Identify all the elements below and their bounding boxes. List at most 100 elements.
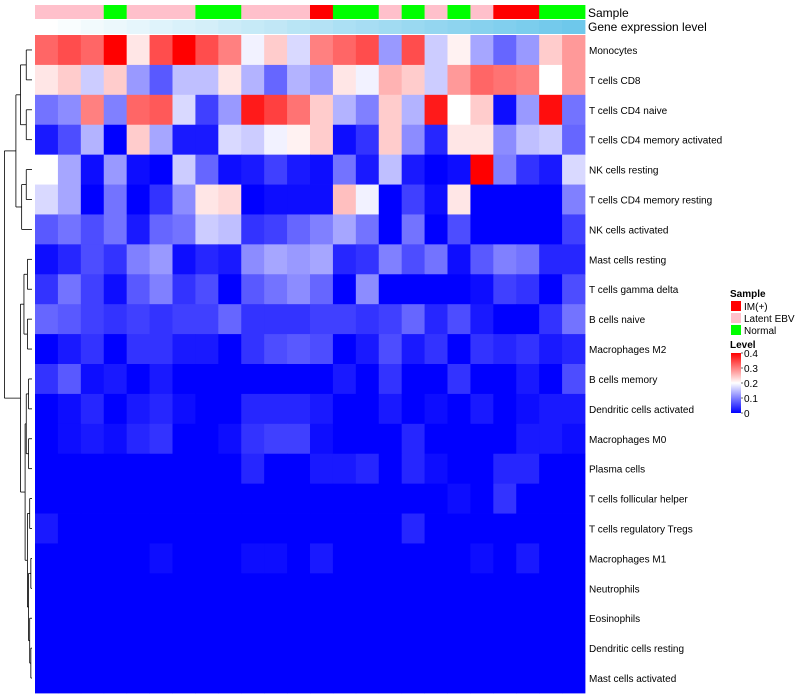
heatmap-cell (493, 64, 517, 96)
level-tick-4: 0.4 (744, 349, 758, 360)
heatmap-cell (126, 393, 150, 425)
heatmap-cell (264, 364, 288, 395)
heatmap-cell (264, 35, 288, 66)
heatmap-cell (126, 94, 150, 126)
heatmap-cell (149, 633, 173, 664)
heatmap-cell (424, 513, 448, 544)
level-tick-3: 0.3 (744, 364, 758, 375)
heatmap-cell (35, 364, 59, 395)
heatmap-cell (493, 184, 517, 215)
heatmap-cell (516, 543, 540, 574)
heatmap-cell (355, 184, 380, 215)
heatmap-cell (241, 453, 265, 485)
heatmap-cell (470, 573, 494, 604)
heatmap-cell (103, 274, 128, 305)
heatmap-cell (103, 453, 128, 485)
gene-expression-annotation-cell (241, 20, 265, 34)
row-label: T cells follicular helper (589, 495, 688, 506)
heatmap-cell (447, 663, 471, 694)
heatmap-cell (424, 453, 448, 485)
sample-annotation-bar (35, 5, 586, 19)
heatmap-cell (195, 334, 219, 365)
heatmap-cell (149, 543, 173, 574)
heatmap-cell (103, 214, 128, 245)
heatmap-cell (287, 513, 311, 544)
heatmap-cell (172, 274, 196, 305)
heatmap-cell (149, 244, 173, 275)
heatmap-cell (355, 633, 380, 664)
heatmap-cell (195, 64, 219, 96)
heatmap-cell (516, 393, 540, 425)
heatmap-cell (218, 543, 242, 574)
heatmap-cell (470, 364, 494, 395)
heatmap-cell (57, 214, 82, 245)
heatmap-cell (80, 423, 105, 455)
row-label: Macrophages M0 (589, 435, 667, 446)
heatmap-cell (310, 543, 334, 574)
heatmap-cell (516, 35, 540, 66)
heatmap-cell (447, 304, 471, 335)
heatmap-cell (378, 603, 403, 634)
heatmap-cell (516, 274, 540, 305)
heatmap-cell (401, 94, 425, 126)
heatmap-cell (264, 453, 288, 485)
heatmap-cell (562, 663, 586, 694)
heatmap-cell (57, 94, 82, 126)
heatmap-cell (80, 663, 105, 694)
heatmap-cell (218, 393, 242, 425)
heatmap-cell (126, 334, 150, 365)
heatmap-cell (447, 35, 471, 66)
heatmap-cell (447, 334, 471, 365)
sample-annotation-cell (355, 5, 380, 19)
gene-expression-annotation-cell (35, 20, 59, 34)
heatmap-cell (470, 304, 494, 335)
heatmap-cell (103, 663, 128, 694)
heatmap-cell (539, 483, 563, 514)
heatmap-cell (35, 513, 59, 544)
heatmap-cell (424, 573, 448, 604)
heatmap-cell (332, 244, 357, 275)
heatmap-cell (80, 244, 105, 275)
heatmap-cell (516, 214, 540, 245)
heatmap-cell (378, 124, 403, 156)
heatmap-cell (355, 244, 380, 275)
heatmap-cell (447, 483, 471, 514)
heatmap-cell (355, 513, 380, 544)
heatmap-cell (149, 274, 173, 305)
heatmap-cell (378, 214, 403, 245)
heatmap-cell (447, 64, 471, 96)
heatmap-cell (470, 513, 494, 544)
heatmap-cell (218, 573, 242, 604)
heatmap-cell (470, 124, 494, 156)
heatmap-cell (126, 603, 150, 634)
heatmap-cell (287, 184, 311, 215)
heatmap-cell (195, 35, 219, 66)
heatmap-cell (126, 35, 150, 66)
heatmap-cell (172, 453, 196, 485)
gene-expression-annotation-cell (332, 20, 357, 34)
heatmap-cell (218, 633, 242, 664)
sample-annotation-cell (126, 5, 150, 19)
heatmap-cell (516, 633, 540, 664)
heatmap-cell (332, 184, 357, 215)
heatmap-cell (172, 304, 196, 335)
heatmap-cell (103, 633, 128, 664)
heatmap-cell (401, 184, 425, 215)
heatmap-cell (195, 304, 219, 335)
heatmap-cell (401, 423, 425, 455)
heatmap-cell (241, 393, 265, 425)
heatmap-cell (332, 513, 357, 544)
heatmap-cell (332, 453, 357, 485)
heatmap-cell (172, 244, 196, 275)
heatmap-cell (355, 154, 380, 185)
heatmap-cell (35, 573, 59, 604)
heatmap-cell (447, 543, 471, 574)
heatmap-cell (241, 184, 265, 215)
heatmap-cell (401, 453, 425, 485)
row-label: NK cells resting (589, 166, 658, 177)
heatmap-cell (470, 453, 494, 485)
heatmap-cell (310, 663, 334, 694)
heatmap-cell (195, 423, 219, 455)
sample-annotation-cell (241, 5, 265, 19)
gene-expression-annotation-cell (103, 20, 128, 34)
